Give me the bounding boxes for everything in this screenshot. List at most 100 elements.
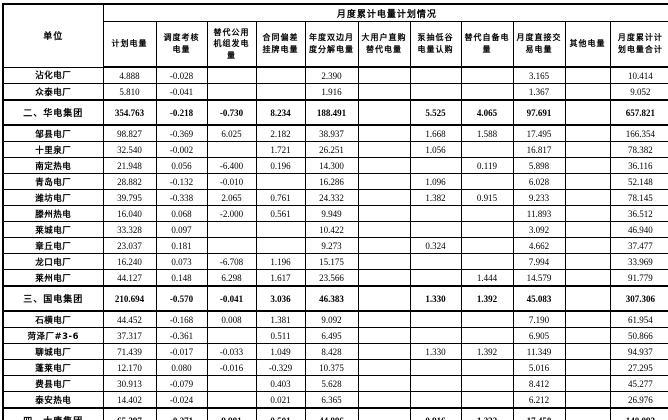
row-label: 龙口电厂 xyxy=(2,253,104,270)
column-header-dispatch-assessment: 调度考核电量 xyxy=(155,21,208,68)
value-cell: -0.168 xyxy=(155,310,208,328)
value-cell: -0.024 xyxy=(155,391,208,409)
value-cell: 0.403 xyxy=(255,375,306,392)
table-body: 沾化电厂 4.888 -0.028 2.390 3.165 10.414 众泰电厂 5.810… xyxy=(2,66,668,420)
value-cell xyxy=(564,205,611,222)
value-cell: 657.821 xyxy=(609,99,668,126)
column-header-contract-deviation: 合同偏差挂牌电量 xyxy=(255,21,306,68)
value-cell: 3.036 xyxy=(255,285,306,312)
value-cell xyxy=(564,124,611,142)
value-cell xyxy=(255,221,306,238)
value-cell: -0.271 xyxy=(155,407,208,420)
value-cell: 10.422 xyxy=(304,221,359,238)
value-cell: 1.232 xyxy=(460,407,514,420)
value-cell: 3.092 xyxy=(512,221,566,238)
value-cell xyxy=(564,66,611,84)
value-cell xyxy=(409,66,462,84)
value-cell xyxy=(460,359,514,376)
column-header-pump-valley: 泵抽低谷电量认购 xyxy=(409,21,462,68)
value-cell: 0.181 xyxy=(155,237,208,254)
value-cell: -0.361 xyxy=(155,327,208,344)
value-cell xyxy=(357,221,411,238)
value-cell: 97.691 xyxy=(512,99,566,126)
value-cell: 78.382 xyxy=(609,141,668,158)
value-cell xyxy=(357,141,411,158)
row-label: 泰安热电 xyxy=(2,391,104,409)
value-cell xyxy=(409,221,462,238)
value-cell: 33.328 xyxy=(102,221,157,238)
value-cell xyxy=(460,173,514,190)
value-cell xyxy=(564,343,611,360)
value-cell: 4.065 xyxy=(460,99,514,126)
row-label: 滕州热电 xyxy=(2,205,104,222)
value-cell: 354.763 xyxy=(102,99,157,126)
value-cell xyxy=(409,269,462,287)
value-cell: 140.093 xyxy=(609,407,668,420)
value-cell xyxy=(255,83,306,101)
value-cell xyxy=(460,221,514,238)
value-cell xyxy=(564,141,611,158)
value-cell: -0.730 xyxy=(206,99,257,126)
value-cell xyxy=(357,124,411,142)
value-cell xyxy=(206,66,257,84)
group-total-row: 二、华电集团 354.763 -0.218 -0.730 8.234 188.491 5.5… xyxy=(2,99,668,126)
value-cell: 52.148 xyxy=(609,173,668,190)
value-cell: 16.240 xyxy=(102,253,157,270)
value-cell: -0.329 xyxy=(255,359,306,376)
value-cell xyxy=(564,237,611,254)
value-cell: 36.116 xyxy=(609,157,668,174)
value-cell: 46.940 xyxy=(609,221,668,238)
column-header-planned-power: 计划电量 xyxy=(102,21,157,68)
value-cell: -6.400 xyxy=(206,157,257,174)
table-row: 聊城电厂 71.439 -0.017 -0.033 1.049 8.428 1.330 1.3… xyxy=(2,343,668,360)
value-cell: 23.037 xyxy=(102,237,157,254)
table-header: 单位 月度累计电量计划情况 计划电量 调度考核电量 替代公用机组发电量 合同偏差… xyxy=(2,3,668,68)
value-cell: 0.324 xyxy=(409,237,462,254)
value-cell xyxy=(564,189,611,206)
value-cell: -0.002 xyxy=(155,141,208,158)
value-cell xyxy=(206,221,257,238)
value-cell: 5.016 xyxy=(512,359,566,376)
value-cell: 71.439 xyxy=(102,343,157,360)
value-cell: -0.369 xyxy=(155,124,208,142)
value-cell: 30.913 xyxy=(102,375,157,392)
table-row: 费县电厂 30.913 -0.079 0.403 5.628 8.412 45.277 xyxy=(2,375,668,392)
value-cell: 44.886 xyxy=(304,407,359,420)
value-cell xyxy=(206,391,257,409)
value-cell xyxy=(564,375,611,392)
table-row: 泰安热电 14.402 -0.024 0.021 6.365 6.212 26.976 xyxy=(2,391,668,409)
value-cell: 2.182 xyxy=(255,124,306,142)
column-header-large-user-direct: 大用户直购替代电量 xyxy=(357,21,411,68)
value-cell xyxy=(409,375,462,392)
value-cell xyxy=(564,83,611,101)
value-cell: 39.795 xyxy=(102,189,157,206)
value-cell xyxy=(357,205,411,222)
table-row: 沾化电厂 4.888 -0.028 2.390 3.165 10.414 xyxy=(2,66,668,84)
value-cell xyxy=(564,173,611,190)
table-row: 青岛电厂 28.882 -0.132 -0.010 16.286 1.096 6.028 52… xyxy=(2,173,668,190)
value-cell: 45.083 xyxy=(512,285,566,312)
value-cell: -0.218 xyxy=(155,99,208,126)
value-cell: 0.068 xyxy=(155,205,208,222)
value-cell xyxy=(409,205,462,222)
monthly-power-plan-table: 单位 月度累计电量计划情况 计划电量 调度考核电量 替代公用机组发电量 合同偏差… xyxy=(2,3,668,420)
value-cell: 1.096 xyxy=(409,173,462,190)
row-label: 青岛电厂 xyxy=(2,173,104,190)
row-label: 十里泉厂 xyxy=(2,141,104,158)
value-cell: 0.761 xyxy=(255,189,306,206)
row-label: 聊城电厂 xyxy=(2,343,104,360)
value-cell: 0.021 xyxy=(255,391,306,409)
row-label: 蓬莱电厂 xyxy=(2,359,104,376)
value-cell xyxy=(206,141,257,158)
table-row: 十里泉厂 32.540 -0.002 1.721 26.251 1.056 16.817 78… xyxy=(2,141,668,158)
row-label: 邹县电厂 xyxy=(2,124,104,142)
value-cell: -0.016 xyxy=(206,359,257,376)
value-cell xyxy=(460,310,514,328)
value-cell: -0.132 xyxy=(155,173,208,190)
value-cell xyxy=(460,83,514,101)
row-label: 莱城电厂 xyxy=(2,221,104,238)
value-cell: 0.148 xyxy=(155,269,208,287)
value-cell: 0.915 xyxy=(460,189,514,206)
value-cell xyxy=(255,237,306,254)
value-cell: 91.779 xyxy=(609,269,668,287)
